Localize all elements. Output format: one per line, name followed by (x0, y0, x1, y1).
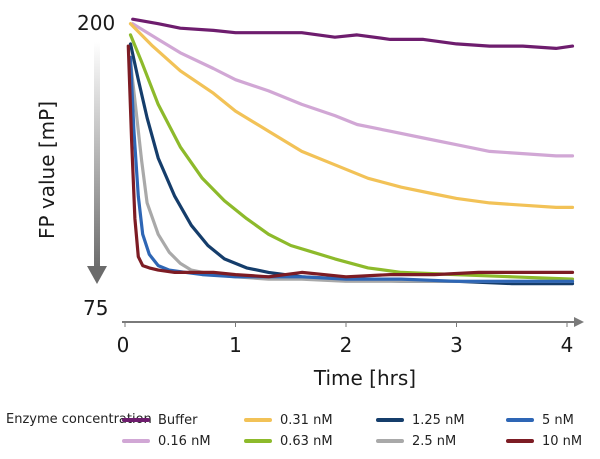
legend-label: 0.16 nM (158, 433, 211, 449)
series-line-0-31-nm (128, 22, 575, 209)
legend-item: 0.16 nM (122, 431, 211, 451)
legend-swatch (506, 418, 534, 422)
series-line-10-nm (126, 44, 575, 279)
x-tick-label: 3 (450, 333, 463, 357)
y-tick-label: 75 (83, 296, 108, 320)
y-axis-ticks: 75 200 (77, 11, 115, 320)
x-tick-label: 4 (561, 333, 574, 357)
legend-swatch (506, 439, 534, 443)
series-line-1-25-nm (128, 42, 575, 286)
legend-label: 1.25 nM (412, 412, 465, 428)
legend-item: 0.63 nM (244, 431, 333, 451)
legend-swatch (244, 418, 272, 422)
legend-swatch (376, 439, 404, 443)
legend-label: 0.63 nM (280, 433, 333, 449)
legend-label: 2.5 nM (412, 433, 457, 449)
legend-label: 5 nM (542, 412, 574, 428)
legend-swatch (122, 439, 150, 443)
legend-swatch (122, 418, 150, 422)
legend-swatch (376, 418, 404, 422)
fp-chart: 0 1 2 3 4 75 200 Time [hrs] FP value [mP] (35, 11, 584, 390)
legend-label: 10 nM (542, 433, 583, 449)
legend-item: Buffer (122, 410, 197, 430)
legend-item: 2.5 nM (376, 431, 456, 451)
x-axis-label: Time [hrs] (313, 366, 416, 390)
fp-arrow-shaft (94, 42, 100, 270)
legend-title: Enzyme concentration (6, 412, 152, 427)
x-tick-label: 0 (117, 333, 130, 357)
legend-swatch (244, 439, 272, 443)
series-lines (126, 17, 575, 286)
x-tick-label: 2 (340, 333, 353, 357)
series-line-0-16-nm (131, 22, 575, 158)
legend-label: 0.31 nM (280, 412, 333, 428)
legend-item: 0.31 nM (244, 410, 333, 430)
legend-label: Buffer (158, 412, 198, 428)
series-line-0-63-nm (128, 33, 575, 281)
x-axis-arrowhead (574, 317, 584, 327)
series-line-buffer (131, 17, 575, 51)
y-tick-label: 200 (77, 11, 115, 35)
legend-item: 10 nM (506, 431, 582, 451)
x-tick-label: 1 (229, 333, 242, 357)
y-axis-label: FP value [mP] (35, 101, 59, 239)
x-axis-ticks: 0 1 2 3 4 (117, 322, 574, 357)
fp-arrow-head (87, 266, 107, 284)
legend-item: 5 nM (506, 410, 574, 430)
legend-item: 1.25 nM (376, 410, 465, 430)
